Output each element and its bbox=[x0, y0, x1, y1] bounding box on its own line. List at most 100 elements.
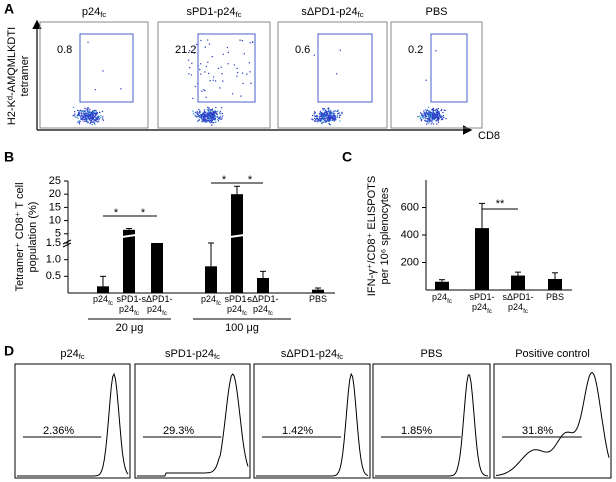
dot bbox=[196, 43, 198, 46]
dot bbox=[425, 115, 427, 118]
dot bbox=[85, 108, 87, 110]
dot bbox=[96, 118, 98, 120]
dot bbox=[203, 117, 205, 119]
dot bbox=[210, 109, 212, 111]
dot bbox=[431, 118, 434, 120]
y-tick-label: 0.5 bbox=[46, 270, 61, 282]
dot bbox=[219, 110, 222, 113]
dot bbox=[441, 115, 444, 117]
dot bbox=[321, 113, 323, 116]
dot bbox=[82, 117, 84, 120]
dot bbox=[207, 72, 210, 75]
dot bbox=[321, 122, 323, 125]
plot-title: sΔPD1-p24fc bbox=[281, 348, 343, 361]
dot bbox=[214, 116, 216, 119]
dot bbox=[246, 73, 248, 75]
dot bbox=[431, 121, 433, 123]
y-axis-label-line: per 10⁶ splenocytes bbox=[379, 187, 391, 284]
bar bbox=[123, 229, 135, 293]
error-bar bbox=[479, 202, 485, 229]
plot-title: PBS bbox=[420, 348, 442, 360]
dot bbox=[196, 116, 198, 118]
dot bbox=[220, 106, 223, 109]
x-tick-label: p24fc bbox=[93, 294, 113, 306]
dot bbox=[429, 113, 431, 116]
dot bbox=[325, 110, 327, 112]
dot bbox=[84, 109, 86, 112]
dot bbox=[227, 63, 229, 65]
dot bbox=[91, 118, 93, 121]
dot bbox=[188, 50, 191, 52]
bar-break bbox=[229, 234, 245, 238]
dot bbox=[329, 112, 331, 114]
dot bbox=[85, 120, 87, 123]
dot bbox=[236, 75, 238, 78]
dot bbox=[77, 121, 79, 123]
dot bbox=[208, 107, 210, 109]
dot bbox=[441, 117, 443, 119]
dot bbox=[72, 114, 74, 117]
dot bbox=[241, 39, 244, 42]
y-tick-label: 25 bbox=[49, 175, 61, 187]
panel-label: B bbox=[4, 149, 14, 165]
dot bbox=[78, 113, 80, 115]
dot bbox=[218, 116, 221, 119]
y-tick-label: 5 bbox=[55, 228, 61, 240]
dot bbox=[205, 119, 208, 121]
error-bar bbox=[126, 227, 132, 230]
dot bbox=[86, 110, 89, 112]
dot bbox=[248, 62, 251, 64]
dot bbox=[203, 109, 206, 111]
dot bbox=[425, 123, 428, 125]
dot bbox=[339, 120, 341, 122]
bar bbox=[151, 243, 163, 293]
dot bbox=[84, 111, 87, 113]
dot bbox=[423, 110, 425, 112]
dot bbox=[91, 120, 93, 123]
dot bbox=[318, 120, 320, 122]
dot bbox=[199, 112, 202, 114]
dot bbox=[252, 41, 254, 43]
dot bbox=[78, 120, 80, 122]
x-tick-label: sPD1-p24fc bbox=[469, 292, 494, 314]
dot bbox=[313, 120, 316, 122]
dot bbox=[77, 117, 79, 119]
dot bbox=[102, 119, 105, 121]
dot bbox=[87, 41, 89, 43]
dot bbox=[100, 115, 102, 117]
y-axis-label-line: IFN-γ⁺/CD8⁺ ELISPOTS bbox=[366, 176, 378, 296]
dot bbox=[91, 112, 93, 115]
dot bbox=[205, 118, 207, 120]
dot bbox=[85, 118, 87, 120]
dot bbox=[86, 119, 88, 121]
dot bbox=[437, 121, 440, 123]
dot bbox=[192, 97, 194, 100]
dot bbox=[430, 123, 432, 125]
dot bbox=[319, 115, 321, 117]
dot bbox=[214, 114, 216, 117]
dot bbox=[95, 120, 97, 122]
dot bbox=[217, 120, 220, 122]
dot bbox=[217, 67, 220, 70]
dot bbox=[317, 121, 319, 123]
dot bbox=[442, 111, 444, 114]
dot bbox=[212, 76, 215, 78]
dot bbox=[87, 121, 89, 123]
significance-label: ** bbox=[496, 198, 505, 210]
dot bbox=[99, 117, 102, 119]
dot bbox=[196, 111, 198, 113]
dot bbox=[200, 73, 202, 75]
dot bbox=[435, 108, 438, 110]
dot bbox=[194, 114, 196, 116]
dot bbox=[211, 55, 213, 58]
dot bbox=[440, 115, 442, 117]
histogram-curve bbox=[495, 371, 610, 476]
dot bbox=[231, 93, 234, 95]
dot bbox=[335, 119, 337, 121]
dot bbox=[208, 119, 210, 122]
dot bbox=[74, 116, 76, 118]
dot bbox=[249, 42, 251, 44]
x-tick-label: p24fc bbox=[432, 292, 452, 304]
x-tick-label: sPD1-p24fc bbox=[116, 294, 141, 316]
dot bbox=[73, 114, 75, 117]
